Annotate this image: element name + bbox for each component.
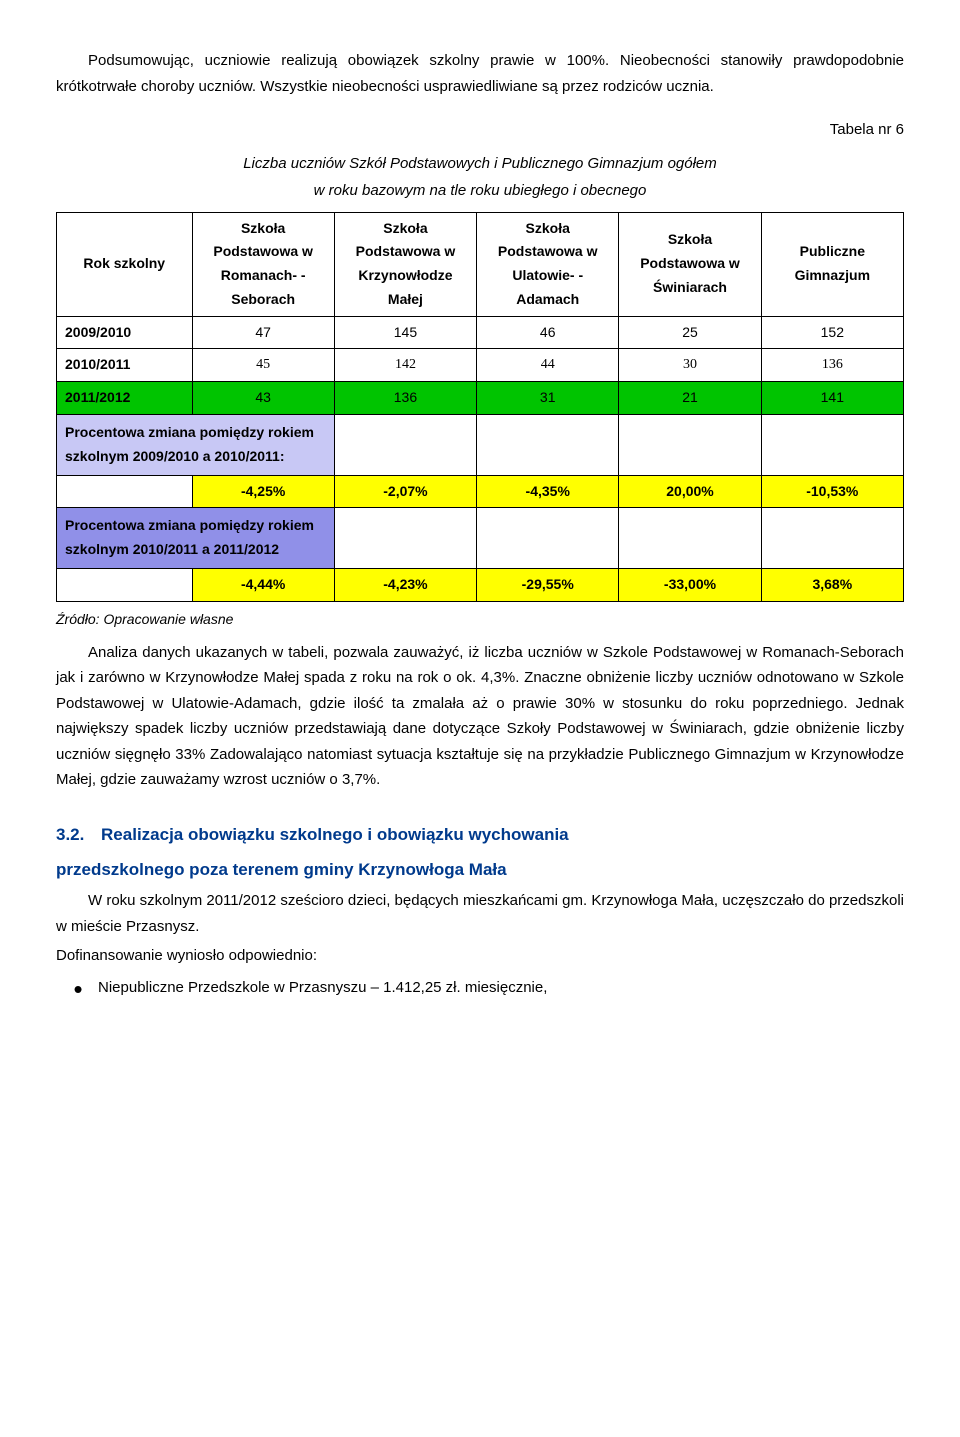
cell-year-2: 2011/2012 xyxy=(57,382,193,415)
empty-cell xyxy=(619,508,761,569)
cell: 20,00% xyxy=(619,475,761,508)
cell: 21 xyxy=(619,382,761,415)
cell: -2,07% xyxy=(334,475,476,508)
section-title-line2: przedszkolnego poza terenem gminy Krzyno… xyxy=(56,856,904,885)
cell: -4,35% xyxy=(477,475,619,508)
section-body-2: Dofinansowanie wyniosło odpowiednio: xyxy=(56,943,904,969)
empty-cell xyxy=(477,415,619,476)
bullet-item: • Niepubliczne Przedszkole w Przasnyszu … xyxy=(68,975,904,1001)
cell: 142 xyxy=(334,349,476,382)
students-table: Rok szkolny Szkoła Podstawowa w Romanach… xyxy=(56,212,904,602)
cell: 44 xyxy=(477,349,619,382)
cell: 25 xyxy=(619,316,761,349)
empty-cell xyxy=(57,475,193,508)
bullet-text: Niepubliczne Przedszkole w Przasnyszu – … xyxy=(98,975,547,1001)
empty-cell xyxy=(761,415,903,476)
col-header-year: Rok szkolny xyxy=(57,212,193,316)
cell: 3,68% xyxy=(761,569,903,602)
cell: 43 xyxy=(192,382,334,415)
cell: 136 xyxy=(334,382,476,415)
section-heading: 3.2. Realizacja obowiązku szkolnego i ob… xyxy=(56,821,904,850)
cell: -29,55% xyxy=(477,569,619,602)
cell: -4,44% xyxy=(192,569,334,602)
empty-cell xyxy=(57,569,193,602)
analysis-paragraph: Analiza danych ukazanych w tabeli, pozwa… xyxy=(56,640,904,793)
table-row-highlight: 2011/2012 43 136 31 21 141 xyxy=(57,382,904,415)
col-header-krzynowloga: Szkoła Podstawowa w Krzynowłodze Małej xyxy=(334,212,476,316)
empty-cell xyxy=(334,508,476,569)
col-header-ulatowo: Szkoła Podstawowa w Ulatowie- -Adamach xyxy=(477,212,619,316)
table-row: 2010/2011 45 142 44 30 136 xyxy=(57,349,904,382)
change2-label: Procentowa zmiana pomiędzy rokiem szkoln… xyxy=(57,508,335,569)
cell: 145 xyxy=(334,316,476,349)
change2-values-row: -4,44% -4,23% -29,55% -33,00% 3,68% xyxy=(57,569,904,602)
change1-label-row: Procentowa zmiana pomiędzy rokiem szkoln… xyxy=(57,415,904,476)
cell: -33,00% xyxy=(619,569,761,602)
cell: 31 xyxy=(477,382,619,415)
cell-year-1: 2010/2011 xyxy=(57,349,193,382)
table-row: 2009/2010 47 145 46 25 152 xyxy=(57,316,904,349)
col-header-swiniary: Szkoła Podstawowa w Świniarach xyxy=(619,212,761,316)
empty-cell xyxy=(761,508,903,569)
change1-values-row: -4,25% -2,07% -4,35% 20,00% -10,53% xyxy=(57,475,904,508)
cell: 152 xyxy=(761,316,903,349)
cell: -4,23% xyxy=(334,569,476,602)
col-header-romany: Szkoła Podstawowa w Romanach- -Seborach xyxy=(192,212,334,316)
section-number: 3.2. xyxy=(56,825,84,844)
empty-cell xyxy=(477,508,619,569)
change2-label-row: Procentowa zmiana pomiędzy rokiem szkoln… xyxy=(57,508,904,569)
table-source: Źródło: Opracowanie własne xyxy=(56,608,904,632)
cell: 47 xyxy=(192,316,334,349)
table-title: Liczba uczniów Szkół Podstawowych i Publ… xyxy=(56,151,904,177)
table-label: Tabela nr 6 xyxy=(56,117,904,143)
cell: 141 xyxy=(761,382,903,415)
cell: 30 xyxy=(619,349,761,382)
cell: 46 xyxy=(477,316,619,349)
cell: -4,25% xyxy=(192,475,334,508)
empty-cell xyxy=(619,415,761,476)
section-body-1: W roku szkolnym 2011/2012 sześcioro dzie… xyxy=(56,888,904,939)
empty-cell xyxy=(334,415,476,476)
cell-year-0: 2009/2010 xyxy=(57,316,193,349)
section-title-line1: Realizacja obowiązku szkolnego i obowiąz… xyxy=(101,825,569,844)
cell: 136 xyxy=(761,349,903,382)
cell: -10,53% xyxy=(761,475,903,508)
col-header-gimnazjum: Publiczne Gimnazjum xyxy=(761,212,903,316)
bullet-dot-icon: • xyxy=(68,975,88,995)
table-header-row: Rok szkolny Szkoła Podstawowa w Romanach… xyxy=(57,212,904,316)
table-subtitle: w roku bazowym na tle roku ubiegłego i o… xyxy=(56,178,904,204)
change1-label: Procentowa zmiana pomiędzy rokiem szkoln… xyxy=(57,415,335,476)
cell: 45 xyxy=(192,349,334,382)
intro-paragraph: Podsumowując, uczniowie realizują obowią… xyxy=(56,48,904,99)
